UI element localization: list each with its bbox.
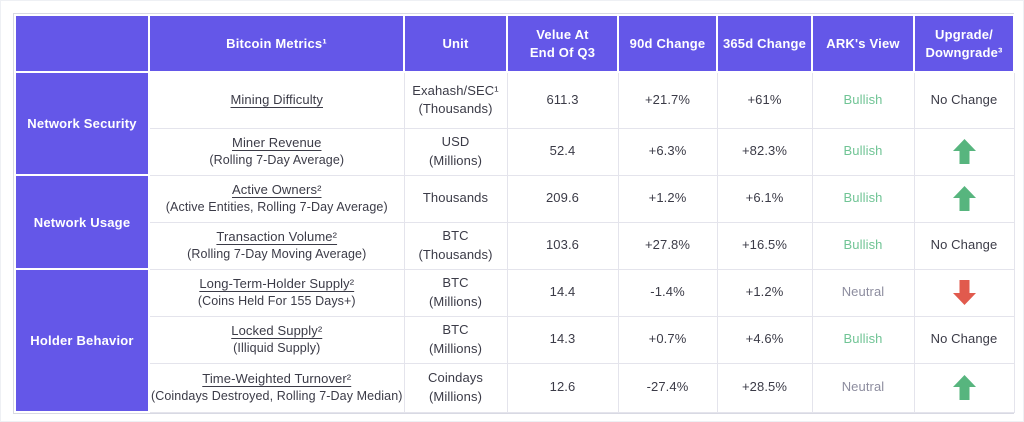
change-365d-cell: +61% <box>716 71 813 129</box>
metric-subtitle: (Active Entities, Rolling 7-Day Average) <box>165 199 388 214</box>
change-90d-cell: +0.7% <box>617 315 718 364</box>
col-header-365d-change: 365d Change <box>716 14 813 73</box>
metric-subtitle: (Illiquid Supply) <box>233 340 321 355</box>
ark-view-label: Neutral <box>841 284 885 300</box>
change-365d-cell: +28.5% <box>716 362 813 413</box>
unit-cell: Exahash/SEC¹ (Thousands) <box>403 71 508 129</box>
row-group-network-usage: Network Usage <box>14 174 150 270</box>
metric-subtitle: (Rolling 7-Day Moving Average) <box>187 246 367 261</box>
change-365d-cell: +1.2% <box>716 268 813 317</box>
change-90d-cell: -1.4% <box>617 268 718 317</box>
group-column-header <box>14 14 150 73</box>
ark-view-cell: Bullish <box>811 127 915 176</box>
upgrade-label: No Change <box>930 237 998 253</box>
value-cell: 14.4 <box>506 268 619 317</box>
value-cell: 103.6 <box>506 221 619 270</box>
ark-view-label: Bullish <box>843 190 883 206</box>
metric-link[interactable]: Miner Revenue <box>232 134 322 150</box>
unit-cell: Thousands <box>403 174 508 223</box>
metric-cell: Locked Supply² (Illiquid Supply) <box>148 315 405 364</box>
metrics-table: Bitcoin Metrics¹ Unit Velue At End Of Q3 90… <box>14 14 1015 413</box>
metric-cell: Mining Difficulty <box>148 71 405 129</box>
table-row: Locked Supply² (Illiquid Supply) BTC (Mill… <box>15 315 1015 364</box>
bitcoin-metrics-table: Bitcoin Metrics¹ Unit Velue At End Of Q3 90… <box>13 13 1015 414</box>
upgrade-cell: No Change <box>913 315 1015 364</box>
arrow-up-icon <box>952 186 976 211</box>
upgrade-cell <box>913 362 1015 413</box>
metric-cell: Time-Weighted Turnover² (Coindays Destroy… <box>148 362 405 413</box>
ark-view-label: Bullish <box>843 143 883 159</box>
metric-cell: Active Owners² (Active Entities, Rolling … <box>148 174 405 223</box>
table-row: Transaction Volume² (Rolling 7-Day Moving… <box>15 221 1015 270</box>
change-90d-cell: +21.7% <box>617 71 718 129</box>
unit-cell: BTC (Millions) <box>403 315 508 364</box>
ark-view-cell: Neutral <box>811 362 915 413</box>
metric-cell: Transaction Volume² (Rolling 7-Day Moving… <box>148 221 405 270</box>
upgrade-cell: No Change <box>913 71 1015 129</box>
row-group-holder-behavior: Holder Behavior <box>14 268 150 413</box>
upgrade-cell <box>913 174 1015 223</box>
ark-view-label: Bullish <box>843 331 883 347</box>
metric-subtitle: (Coins Held For 155 Days+) <box>197 293 356 308</box>
value-cell: 12.6 <box>506 362 619 413</box>
ark-view-cell: Bullish <box>811 174 915 223</box>
table-row: Network Security Mining Difficulty Exahash… <box>14 71 1015 176</box>
col-header-arks-view: ARK's View <box>811 14 915 73</box>
table-row: Time-Weighted Turnover² (Coindays Destroy… <box>15 362 1015 413</box>
value-cell: 14.3 <box>506 315 619 364</box>
table-row: Miner Revenue (Rolling 7-Day Average) USD … <box>15 127 1015 176</box>
ark-view-label: Bullish <box>843 237 883 253</box>
metric-subtitle: (Coindays Destroyed, Rolling 7-Day Media… <box>150 388 403 403</box>
ark-view-label: Bullish <box>843 92 883 108</box>
unit-cell: BTC (Millions) <box>403 268 508 317</box>
change-90d-cell: +6.3% <box>617 127 718 176</box>
arrow-down-icon <box>952 280 976 305</box>
header-row: Bitcoin Metrics¹ Unit Velue At End Of Q3 90… <box>14 14 1015 73</box>
metric-link[interactable]: Locked Supply² <box>231 322 323 338</box>
change-90d-cell: +27.8% <box>617 221 718 270</box>
metric-cell: Miner Revenue (Rolling 7-Day Average) <box>148 127 405 176</box>
unit-cell: Coindays (Millions) <box>403 362 508 413</box>
arrow-up-icon <box>952 139 976 164</box>
col-header-bitcoin-metrics: Bitcoin Metrics¹ <box>148 14 405 73</box>
change-365d-cell: +4.6% <box>716 315 813 364</box>
change-90d-cell: -27.4% <box>617 362 718 413</box>
col-header-upgrade-downgrade: Upgrade/ Downgrade³ <box>913 14 1015 73</box>
ark-view-cell: Bullish <box>811 221 915 270</box>
value-cell: 52.4 <box>506 127 619 176</box>
unit-cell: BTC (Thousands) <box>403 221 508 270</box>
metric-link[interactable]: Transaction Volume² <box>216 228 338 244</box>
value-cell: 611.3 <box>506 71 619 129</box>
upgrade-label: No Change <box>930 331 998 347</box>
change-365d-cell: +16.5% <box>716 221 813 270</box>
table-row: Holder Behavior Long-Term-Holder Supply² (… <box>14 268 1015 413</box>
change-365d-cell: +6.1% <box>716 174 813 223</box>
table-row: Network Usage Active Owners² (Active Entit… <box>14 174 1015 270</box>
ark-view-cell: Bullish <box>811 71 915 129</box>
metric-subtitle: (Rolling 7-Day Average) <box>209 152 345 167</box>
row-group-network-security: Network Security <box>14 71 150 176</box>
col-header-90d-change: 90d Change <box>617 14 718 73</box>
metric-cell: Long-Term-Holder Supply² (Coins Held For … <box>148 268 405 317</box>
ark-view-cell: Neutral <box>811 268 915 317</box>
metric-link[interactable]: Time-Weighted Turnover² <box>202 370 352 386</box>
unit-cell: USD (Millions) <box>403 127 508 176</box>
change-90d-cell: +1.2% <box>617 174 718 223</box>
col-header-unit: Unit <box>403 14 508 73</box>
value-cell: 209.6 <box>506 174 619 223</box>
ark-view-cell: Bullish <box>811 315 915 364</box>
upgrade-cell <box>913 127 1015 176</box>
metric-link[interactable]: Active Owners² <box>231 181 322 197</box>
metric-link[interactable]: Long-Term-Holder Supply² <box>199 275 355 291</box>
col-header-velue-at-end-of-q3: Velue At End Of Q3 <box>506 14 619 73</box>
upgrade-cell: No Change <box>913 221 1015 270</box>
upgrade-label: No Change <box>930 92 998 108</box>
arrow-up-icon <box>952 375 976 400</box>
upgrade-cell <box>913 268 1015 317</box>
metric-link[interactable]: Mining Difficulty <box>230 92 323 108</box>
ark-view-label: Neutral <box>841 379 885 395</box>
change-365d-cell: +82.3% <box>716 127 813 176</box>
